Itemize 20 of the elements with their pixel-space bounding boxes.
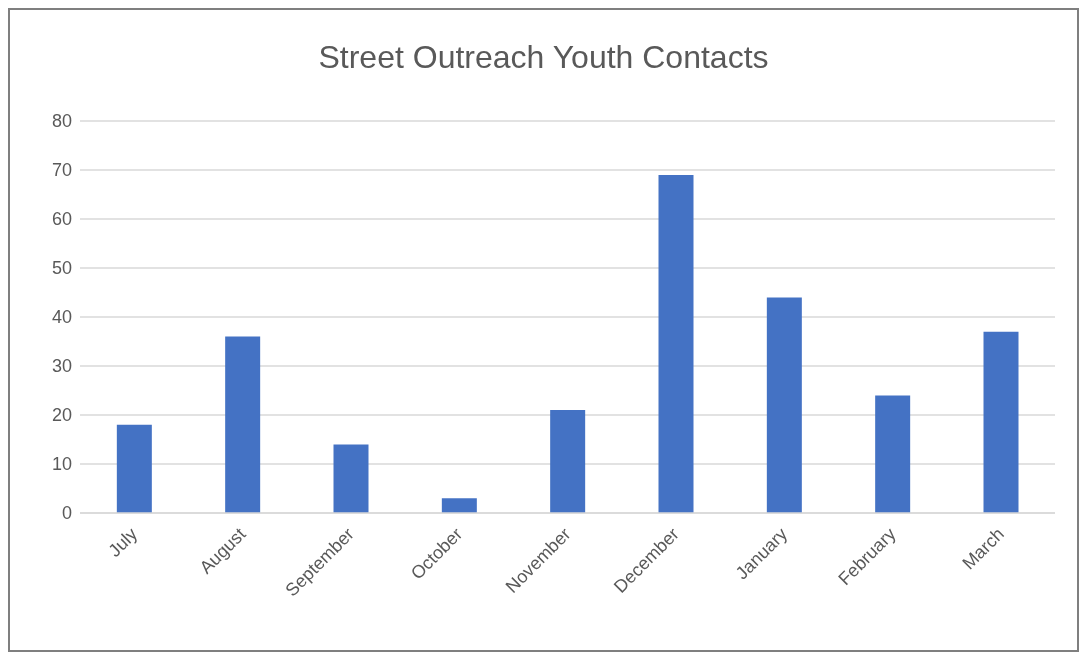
y-tick-label: 30 — [51, 356, 72, 377]
y-tick-label: 80 — [51, 111, 72, 132]
bar — [333, 444, 369, 513]
bar — [441, 498, 477, 513]
bar — [875, 395, 911, 513]
y-tick-label: 40 — [51, 307, 72, 328]
y-tick-label: 10 — [51, 454, 72, 475]
bar — [983, 331, 1019, 513]
y-tick-label: 50 — [51, 258, 72, 279]
y-tick-label: 70 — [51, 160, 72, 181]
y-tick-label: 20 — [51, 405, 72, 426]
chart-title: Street Outreach Youth Contacts — [317, 38, 770, 77]
y-tick-label: 0 — [61, 503, 72, 524]
bar — [116, 424, 152, 513]
y-tick-label: 60 — [51, 209, 72, 230]
x-tick-label: July — [104, 523, 142, 561]
bar — [658, 174, 694, 513]
bar — [225, 336, 261, 513]
bar — [766, 297, 802, 513]
bar — [550, 410, 586, 513]
